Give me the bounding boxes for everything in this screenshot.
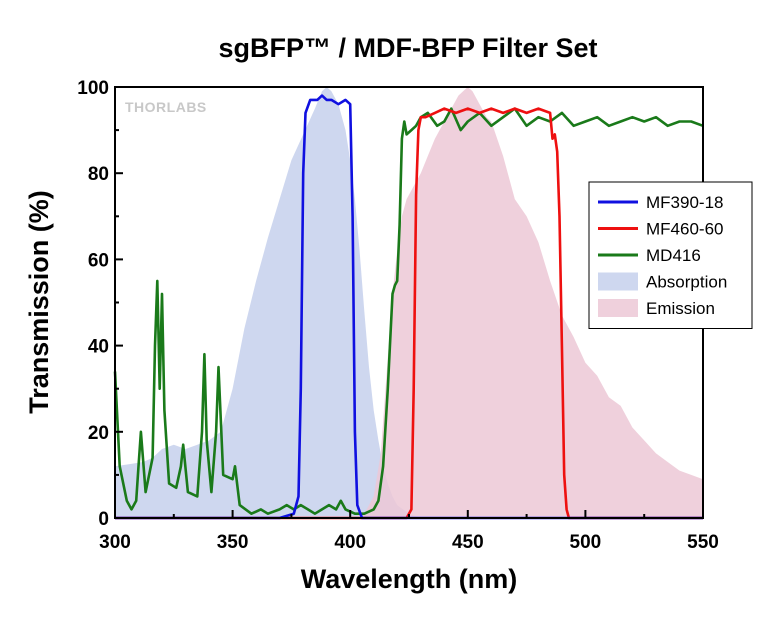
legend-label-mf460-60: MF460-60 <box>646 220 723 239</box>
line-mf390-18 <box>115 94 703 520</box>
y-tick-label: 100 <box>77 78 109 99</box>
thorlabs-watermark: THORLABS <box>125 99 207 115</box>
legend: MF390-18 MF460-60 MD416 Absorption Emission <box>588 181 753 329</box>
x-axis-label: Wavelength (nm) <box>301 564 518 594</box>
y-tick-label: 60 <box>88 250 109 271</box>
axis-ticks <box>114 86 704 519</box>
area-series-group <box>115 87 703 518</box>
y-tick-label: 80 <box>88 164 109 185</box>
area-absorption <box>115 87 421 518</box>
x-tick-label: 400 <box>334 532 366 553</box>
x-tick-labels: 300 350 400 450 500 550 <box>99 532 719 553</box>
x-tick-label: 550 <box>687 532 719 553</box>
line-mf460-60 <box>115 107 703 520</box>
line-series-group <box>113 94 704 520</box>
chart-title: sgBFP™ / MDF-BFP Filter Set <box>218 33 597 63</box>
area-emission <box>362 87 703 518</box>
legend-label-mf390-18: MF390-18 <box>646 193 723 212</box>
legend-swatch-emission <box>598 299 638 317</box>
y-tick-label: 20 <box>88 423 109 444</box>
legend-label-absorption: Absorption <box>646 273 727 292</box>
x-tick-label: 350 <box>217 532 249 553</box>
legend-label-emission: Emission <box>646 299 715 318</box>
x-tick-label: 500 <box>570 532 602 553</box>
x-tick-label: 300 <box>99 532 131 553</box>
y-tick-labels: 0 20 40 60 80 100 <box>77 78 109 530</box>
y-tick-label: 0 <box>98 509 109 530</box>
line-md416 <box>113 107 704 516</box>
x-tick-label: 450 <box>452 532 484 553</box>
y-tick-label: 40 <box>88 337 109 358</box>
legend-swatch-absorption <box>598 272 638 291</box>
y-axis-label: Transmission (%) <box>24 190 54 414</box>
legend-label-md416: MD416 <box>646 246 701 265</box>
